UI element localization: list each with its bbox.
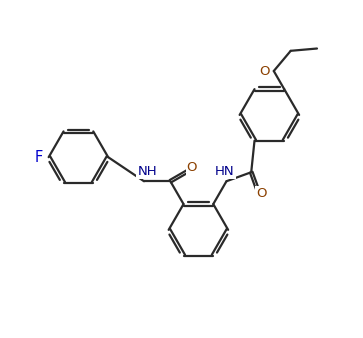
Text: HN: HN [215,165,234,177]
Text: O: O [259,65,270,77]
Text: F: F [34,150,42,165]
Text: NH: NH [138,165,157,177]
Text: O: O [187,161,197,174]
Text: O: O [257,187,267,200]
